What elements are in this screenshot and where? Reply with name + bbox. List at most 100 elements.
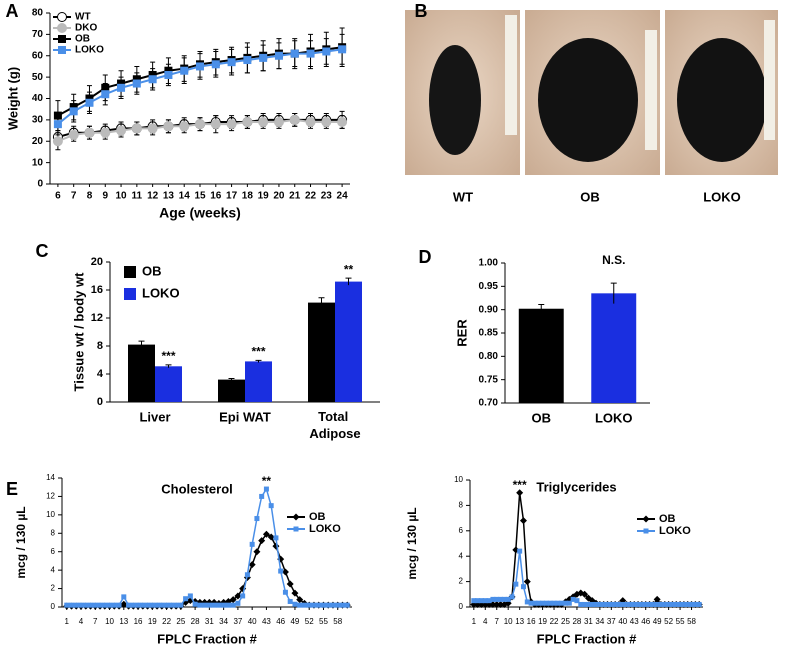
marker [183, 596, 189, 602]
marker [330, 602, 336, 608]
annotation: ** [344, 262, 354, 276]
marker [523, 578, 531, 586]
marker [52, 136, 63, 147]
marker [234, 592, 242, 600]
marker [475, 598, 481, 604]
marker [149, 602, 155, 608]
marker [64, 602, 70, 608]
marker [482, 598, 488, 604]
marker [570, 596, 576, 602]
marker [187, 593, 193, 599]
marker [585, 601, 591, 607]
marker [229, 596, 237, 604]
chart-title: Cholesterol [161, 481, 233, 496]
marker [53, 120, 62, 129]
x-tick-label: 19 [148, 617, 157, 626]
legend-label: LOKO [75, 45, 104, 56]
x-tick-label: 40 [248, 617, 257, 626]
marker [519, 517, 527, 525]
x-tick-label: 6 [55, 191, 61, 202]
x-tick-label: 10 [115, 191, 127, 202]
y-tick-label: 10 [454, 475, 463, 484]
marker [547, 600, 553, 606]
legend-marker [292, 513, 300, 521]
marker [647, 601, 653, 607]
x-tick-label: 58 [333, 617, 342, 626]
photo-label: LOKO [703, 189, 741, 204]
bar [128, 344, 155, 402]
marker [78, 602, 84, 608]
x-tick-label: 40 [618, 617, 627, 626]
marker [272, 542, 280, 550]
marker [202, 602, 208, 608]
y-tick-label: 60 [32, 50, 44, 61]
marker [244, 572, 250, 578]
y-tick-label: 4 [97, 368, 104, 380]
marker [68, 129, 79, 140]
marker [612, 601, 618, 607]
x-tick-label: LOKO [595, 410, 633, 425]
legend-label: OB [142, 263, 162, 278]
marker [116, 602, 122, 608]
x-tick-label: Epi WAT [219, 409, 271, 424]
panel-label: B [415, 1, 428, 21]
y-tick-label: 70 [32, 29, 44, 40]
x-tick-label: 13 [163, 191, 175, 202]
annotation: *** [513, 478, 527, 492]
y-tick-label: 0.85 [479, 328, 499, 339]
y-tick-label: 0 [37, 179, 43, 190]
x-tick-label: 4 [79, 617, 84, 626]
marker [243, 56, 252, 65]
legend-label: DKO [75, 23, 97, 34]
bar [218, 379, 245, 402]
x-tick-label: 9 [102, 191, 108, 202]
marker [639, 601, 645, 607]
series-line [473, 492, 700, 606]
legend-label: LOKO [309, 523, 341, 535]
x-tick-label: 13 [119, 617, 128, 626]
y-axis-label: Weight (g) [5, 67, 20, 130]
x-tick-label: 14 [179, 191, 191, 202]
marker [164, 602, 170, 608]
x-axis-label: Age (weeks) [159, 205, 241, 221]
x-tick-label: 10 [504, 617, 513, 626]
marker [163, 121, 174, 132]
marker [168, 602, 174, 608]
x-tick-label: 34 [219, 617, 228, 626]
marker [100, 127, 111, 138]
marker [620, 601, 626, 607]
marker [291, 589, 299, 597]
marker [685, 601, 691, 607]
marker [316, 602, 322, 608]
marker [494, 596, 500, 602]
marker [624, 601, 630, 607]
marker [673, 601, 679, 607]
marker [107, 602, 113, 608]
annotation: ** [262, 474, 272, 488]
marker [69, 107, 78, 116]
marker [117, 83, 126, 92]
y-tick-label: 2 [51, 584, 56, 593]
marker [249, 541, 255, 547]
y-tick-label: 20 [32, 136, 44, 147]
marker [516, 489, 524, 497]
marker [211, 60, 220, 69]
x-tick-label: 12 [147, 191, 159, 202]
y-tick-label: 0.70 [479, 398, 499, 409]
x-tick-label: 49 [653, 617, 662, 626]
marker [513, 581, 519, 587]
marker [344, 602, 350, 608]
x-tick-label: 58 [687, 617, 696, 626]
bar [591, 293, 637, 403]
marker [658, 601, 664, 607]
x-tick-label: 22 [550, 617, 559, 626]
marker [242, 117, 253, 128]
marker [248, 561, 256, 569]
marker [147, 123, 158, 134]
ruler [764, 20, 775, 140]
marker [240, 593, 246, 599]
legend-marker [58, 35, 66, 43]
error-bar [610, 282, 617, 304]
marker [338, 45, 347, 54]
